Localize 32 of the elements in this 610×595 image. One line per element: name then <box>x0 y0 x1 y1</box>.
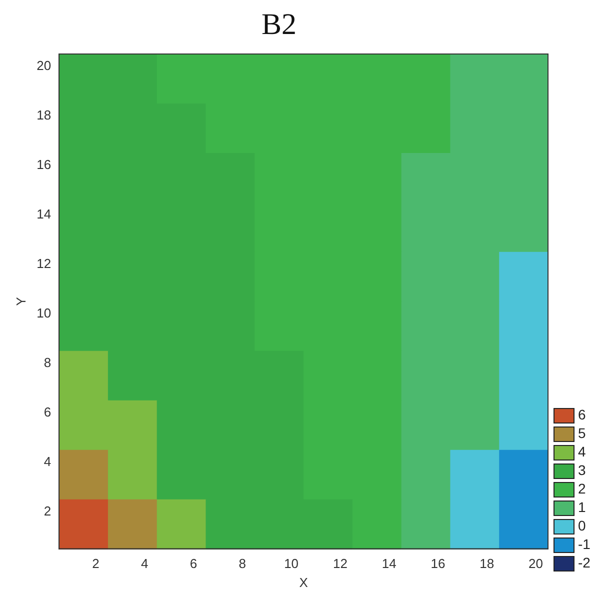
x-tick-label: 16 <box>430 556 446 572</box>
y-tick-label: 4 <box>44 454 52 469</box>
chart-title: B2 <box>261 8 297 41</box>
x-tick-label: 8 <box>238 556 246 572</box>
y-tick-label: 10 <box>36 305 52 320</box>
y-tick-label: 2 <box>44 503 52 518</box>
x-tick-label: 4 <box>141 556 148 572</box>
x-tick-label: 12 <box>332 556 348 572</box>
x-tick-label: 10 <box>284 556 299 572</box>
color-bar-label: 2 <box>578 480 586 497</box>
y-tick-label: 8 <box>44 354 52 370</box>
y-axis-title: Y <box>13 296 28 306</box>
color-bar-label: 0 <box>578 518 586 534</box>
x-tick-label: 2 <box>92 556 100 572</box>
color-bar-label: -1 <box>578 536 591 552</box>
color-bar-label: 6 <box>578 406 586 423</box>
x-tick-label: 20 <box>528 556 544 572</box>
y-tick-label: 14 <box>36 206 52 222</box>
color-bar-label: 3 <box>578 462 586 478</box>
color-bar-label: -2 <box>578 554 591 571</box>
x-tick-label: 14 <box>382 556 396 572</box>
color-bar-label: 5 <box>578 425 586 442</box>
y-tick-label: 6 <box>44 404 52 420</box>
x-axis-title: X <box>299 574 308 590</box>
color-bar-label: 4 <box>578 444 586 460</box>
color-bar-label: 1 <box>578 499 586 516</box>
y-tick-label: 12 <box>36 256 52 271</box>
x-tick-label: 6 <box>190 556 198 572</box>
x-tick-label: 18 <box>480 556 494 572</box>
y-tick-label: 20 <box>36 58 52 73</box>
y-tick-label: 16 <box>36 156 52 172</box>
y-tick-label: 18 <box>36 107 52 122</box>
